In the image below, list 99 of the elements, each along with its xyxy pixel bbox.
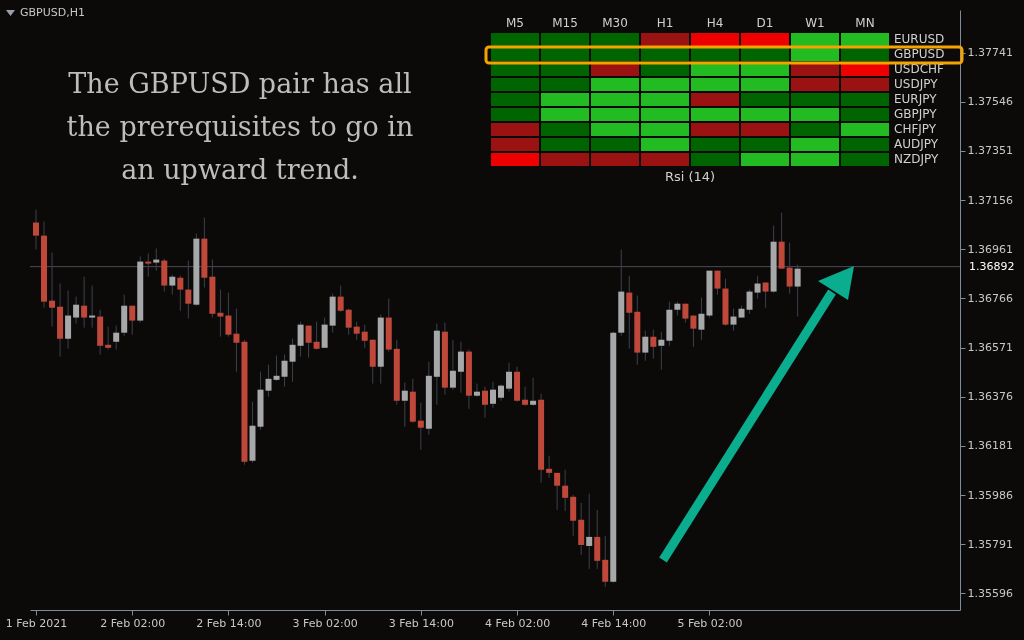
y-tick-label: 1.35596 [967, 586, 1013, 600]
x-tick-label: 4 Feb 02:00 [484, 616, 551, 630]
annotation: The GBPUSD pair has all the prerequisites to go in an upward trend. [65, 67, 415, 187]
y-tick-label: 1.37741 [967, 46, 1013, 60]
x-tick-label: 3 Feb 02:00 [292, 616, 358, 630]
category-label: GBPUSD [894, 47, 945, 61]
candlestick [690, 315, 697, 348]
candlestick [273, 355, 280, 382]
candlestick [81, 276, 88, 329]
category-label: CHFJPY [894, 122, 937, 136]
category-label: H1 [655, 16, 675, 30]
y-tick-label: 1.36376 [967, 390, 1013, 404]
candlestick [449, 339, 456, 391]
category-label: GBPJPY [894, 107, 937, 121]
y-tick-label: 1.37156 [967, 193, 1013, 207]
candlestick [177, 275, 184, 312]
candlestick [49, 252, 56, 328]
candlestick [217, 289, 224, 338]
candlestick [786, 242, 793, 295]
candlestick [153, 247, 160, 272]
text: Rsi (14) [663, 169, 717, 184]
candlestick [762, 282, 769, 309]
x-tick-label: 2 Feb 02:00 [100, 616, 166, 630]
candlestick [305, 325, 312, 359]
y-tick-label: 1.36181 [967, 439, 1013, 453]
candlestick [754, 275, 761, 300]
category-label: EURUSD [894, 32, 945, 46]
candlestick [698, 297, 705, 341]
y-tick-label: 1.36766 [967, 291, 1013, 305]
y-tick-label: 1.35791 [967, 537, 1013, 551]
candlestick [113, 325, 120, 351]
candlestick [281, 354, 288, 388]
candlestick [506, 362, 513, 393]
candlestick [626, 275, 633, 350]
candlestick [233, 308, 240, 373]
candlestick [337, 285, 344, 313]
candlestick [345, 308, 352, 336]
candlestick [546, 455, 553, 479]
candlestick [658, 331, 665, 371]
candlestick [361, 324, 368, 349]
category-label: USDJPY [894, 77, 938, 91]
candlestick [145, 253, 152, 278]
x-tick-label: 4 Feb 14:00 [581, 616, 647, 630]
candlestick [746, 289, 753, 315]
category-label: EURJPY [894, 92, 937, 106]
candlestick [457, 341, 464, 394]
chart-title: GBPUSD,H1 [20, 6, 85, 19]
candlestick [65, 290, 72, 350]
x-tick-label: 1 Feb 2021 [5, 616, 68, 630]
candlestick [185, 260, 192, 320]
candlestick [89, 285, 96, 329]
y-tick-label: 1.37351 [967, 144, 1013, 158]
candlestick [490, 381, 496, 409]
category-label: M30 [601, 16, 629, 30]
category-label: W1 [804, 16, 826, 30]
candlestick [642, 330, 649, 362]
ref-line-label: 1.36892 [969, 259, 1015, 273]
category-label: D1 [755, 16, 775, 30]
candlestick [353, 321, 360, 341]
category-label: AUDJPY [894, 137, 939, 151]
y-tick-label: 1.35986 [967, 488, 1013, 502]
candlestick [530, 377, 537, 407]
candlestick [570, 494, 577, 537]
category-label: MN [854, 16, 876, 30]
candlestick [794, 264, 801, 318]
y-tick-label: 1.36961 [967, 242, 1013, 256]
candlestick [73, 296, 80, 325]
candlestick [105, 326, 112, 351]
category-label: H4 [705, 16, 725, 30]
candlestick [730, 308, 737, 332]
candlestick [586, 493, 593, 570]
candlestick [401, 382, 408, 428]
candlestick [473, 383, 480, 398]
category-label: USDCHF [894, 62, 944, 76]
candlestick [297, 321, 304, 358]
candlestick [225, 292, 232, 338]
candlestick [313, 321, 320, 351]
candlestick [562, 469, 569, 512]
candlestick [129, 305, 136, 336]
candlestick [554, 472, 561, 511]
x-tick-label: 2 Feb 14:00 [196, 616, 262, 630]
x-tick-label: 5 Feb 02:00 [677, 616, 743, 630]
y-tick-label: 1.36571 [967, 341, 1013, 355]
candlestick [650, 329, 657, 360]
candlestick [321, 317, 328, 349]
candlestick [594, 509, 601, 570]
category-label: M15 [551, 16, 579, 30]
candlestick [417, 402, 424, 451]
candlestick [265, 364, 272, 398]
candlestick [481, 386, 488, 419]
candlestick [169, 274, 176, 296]
x-tick-label: 3 Feb 14:00 [388, 616, 454, 630]
y-tick-label: 1.37546 [967, 95, 1013, 109]
candlestick [522, 386, 529, 407]
candlestick [33, 209, 40, 250]
category-label: NZDJPY [894, 152, 939, 166]
candlestick [289, 338, 296, 383]
candlestick [602, 535, 609, 588]
category-label: M5 [505, 16, 525, 30]
